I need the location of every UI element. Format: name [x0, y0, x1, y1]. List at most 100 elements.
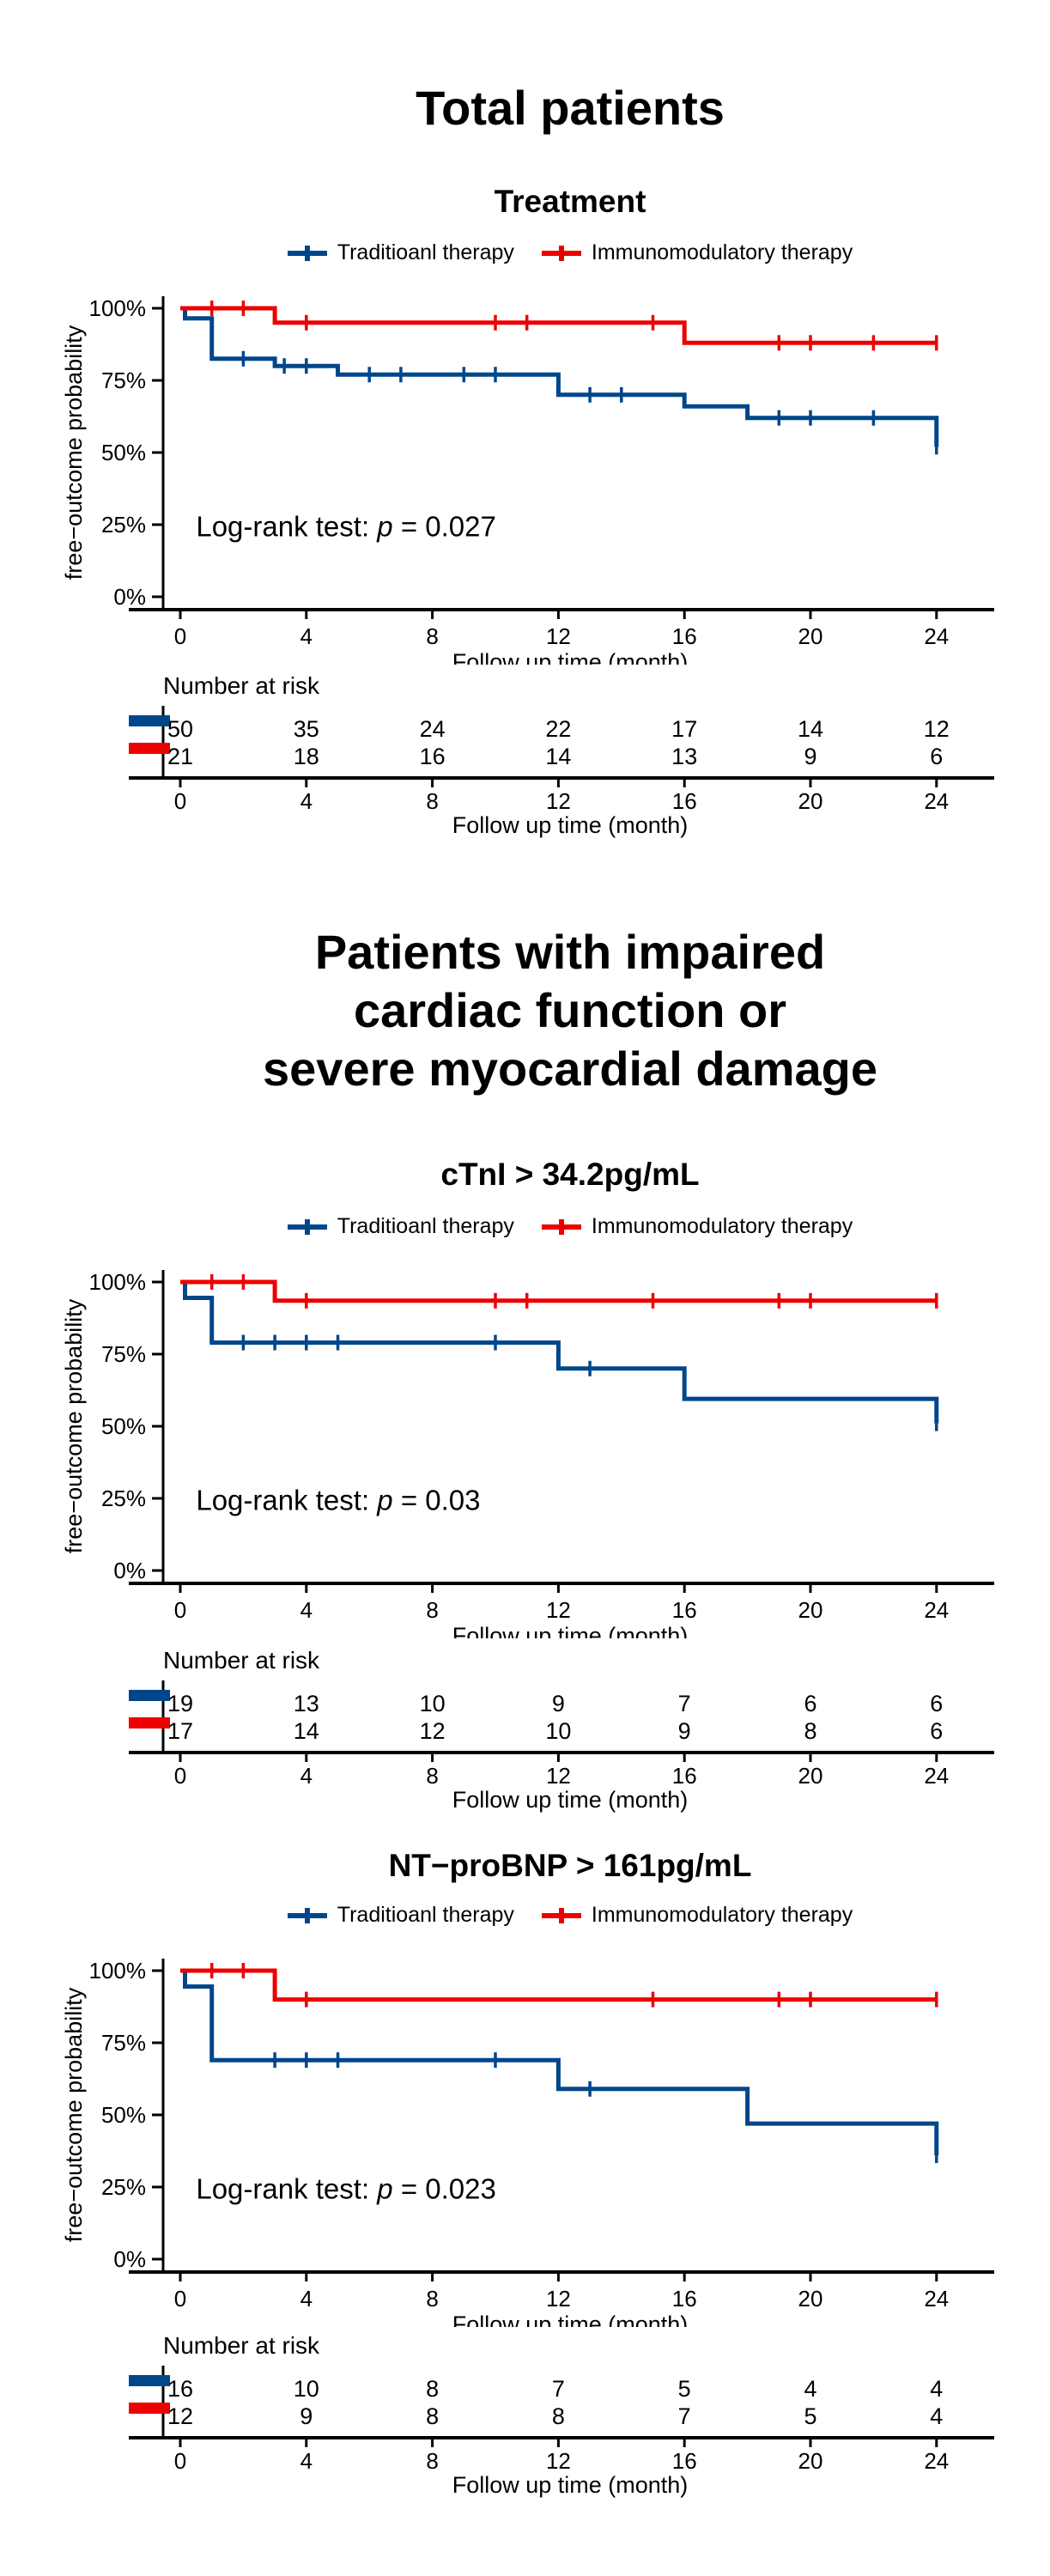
- x-tick-label: 8: [426, 1597, 438, 1623]
- risk-row-key-icon: [129, 743, 170, 754]
- section-title-impaired-cardiac: Patients with impaired cardiac function …: [90, 923, 1050, 1098]
- risk-x-tick-label: 8: [426, 788, 438, 814]
- risk-count: 17: [671, 716, 697, 742]
- risk-count: 9: [552, 1691, 565, 1716]
- risk-count: 9: [300, 2403, 313, 2429]
- x-tick-label: 0: [174, 1597, 186, 1623]
- x-tick-label: 8: [426, 2286, 438, 2312]
- risk-count: 10: [294, 2376, 319, 2402]
- section-title-line: cardiac function or: [353, 983, 787, 1037]
- risk-x-axis-title: Follow up time (month): [452, 812, 689, 838]
- x-tick-label: 24: [924, 623, 949, 649]
- logrank-annotation: Log-rank test: p = 0.027: [196, 510, 496, 542]
- risk-x-tick-label: 20: [798, 788, 823, 814]
- risk-count: 12: [420, 1718, 446, 1744]
- x-tick-label: 12: [546, 2286, 571, 2312]
- x-tick-label: 16: [672, 623, 697, 649]
- legend-item-traditional: Traditioanl therapy: [287, 240, 514, 265]
- risk-count: 6: [930, 744, 943, 769]
- y-tick-label: 25%: [101, 1485, 146, 1511]
- y-tick-label: 0%: [113, 1558, 146, 1583]
- risk-row-key-icon: [129, 715, 170, 726]
- risk-count: 14: [798, 716, 823, 742]
- risk-count: 5: [678, 2376, 691, 2402]
- legend-label-traditional: Traditioanl therapy: [337, 1214, 514, 1238]
- km-curve-immunomodulatory: [180, 1968, 937, 2002]
- risk-x-tick-label: 0: [174, 1763, 186, 1789]
- x-tick-label: 0: [174, 623, 186, 649]
- immunomodulatory-line-key-icon: [541, 245, 581, 262]
- risk-header: Number at risk: [163, 672, 320, 699]
- km-plot-ntprobnp: 0% 25% 50% 75% 100% 0 4 8 12 16 20 24 Follow up time…: [61, 1958, 994, 2327]
- risk-count: 10: [545, 1718, 571, 1744]
- risk-x-tick-label: 4: [300, 788, 313, 814]
- risk-count: 8: [804, 1718, 816, 1744]
- risk-header: Number at risk: [163, 2332, 320, 2359]
- risk-count: 17: [167, 1718, 193, 1744]
- traditional-line-key-icon: [287, 1218, 327, 1236]
- y-axis-title: free−outcome probability: [61, 325, 87, 580]
- legend-item-immunomodulatory: Immunomodulatory therapy: [541, 1903, 853, 1928]
- risk-count: 6: [804, 1691, 816, 1716]
- risk-row-key-icon: [129, 1690, 170, 1701]
- x-tick-label: 12: [546, 1597, 571, 1623]
- legend-item-immunomodulatory: Immunomodulatory therapy: [541, 240, 853, 265]
- y-tick-label: 50%: [101, 440, 146, 465]
- x-tick-label: 0: [174, 2286, 186, 2312]
- legend-label-immunomodulatory: Immunomodulatory therapy: [591, 1214, 853, 1238]
- risk-row-key-icon: [129, 1717, 170, 1728]
- risk-count: 19: [167, 1691, 193, 1716]
- km-plot-total-patients: 0% 25% 50% 75% 100% 0 4 8 12 16 20 24 Follow up time…: [61, 295, 994, 665]
- section-title-line: Patients with impaired: [314, 925, 826, 979]
- legend-label-immunomodulatory: Immunomodulatory therapy: [591, 240, 853, 264]
- risk-x-tick-label: 24: [924, 1763, 949, 1789]
- logrank-annotation: Log-rank test: p = 0.023: [196, 2172, 496, 2204]
- y-tick-label: 75%: [101, 368, 146, 393]
- x-axis-title: Follow up time (month): [452, 1623, 689, 1638]
- y-axis-title: free−outcome probability: [61, 1987, 87, 2242]
- risk-count: 6: [930, 1718, 943, 1744]
- immunomodulatory-line-key-icon: [541, 1907, 581, 1924]
- risk-x-tick-label: 8: [426, 1763, 438, 1789]
- risk-row-key-icon: [129, 2403, 170, 2414]
- risk-count: 4: [804, 2376, 816, 2402]
- risk-x-tick-label: 16: [672, 1763, 697, 1789]
- legend-treatment: Traditioanl therapy Immunomodulatory the…: [90, 240, 1050, 265]
- section-title-line: Total patients: [416, 81, 725, 135]
- legend-ctni: Traditioanl therapy Immunomodulatory the…: [90, 1214, 1050, 1239]
- immunomodulatory-line-key-icon: [541, 1218, 581, 1236]
- risk-count: 12: [924, 716, 950, 742]
- risk-count: 7: [678, 2403, 691, 2429]
- km-curve-traditional: [180, 306, 939, 447]
- risk-row-key-icon: [129, 2375, 170, 2386]
- risk-header: Number at risk: [163, 1647, 320, 1674]
- risk-count: 8: [426, 2376, 439, 2402]
- legend-item-immunomodulatory: Immunomodulatory therapy: [541, 1214, 853, 1239]
- plot-subtitle-ctni: cTnI > 34.2pg/mL: [440, 1157, 700, 1192]
- y-tick-label: 50%: [101, 2102, 146, 2128]
- km-curve-traditional: [180, 1968, 939, 2155]
- risk-count: 50: [167, 716, 193, 742]
- risk-count: 16: [167, 2376, 193, 2402]
- y-tick-label: 100%: [89, 295, 147, 321]
- risk-count: 21: [167, 744, 193, 769]
- y-tick-label: 0%: [113, 2246, 146, 2272]
- y-tick-label: 0%: [113, 584, 146, 610]
- x-tick-label: 20: [798, 1597, 823, 1623]
- x-tick-label: 24: [924, 2286, 949, 2312]
- risk-x-tick-label: 4: [300, 2448, 313, 2474]
- x-axis-title: Follow up time (month): [452, 2312, 689, 2327]
- y-tick-label: 100%: [89, 1958, 147, 1984]
- risk-count: 7: [552, 2376, 565, 2402]
- x-tick-label: 24: [924, 1597, 949, 1623]
- risk-x-tick-label: 4: [300, 1763, 313, 1789]
- km-curve-immunomodulatory: [180, 1279, 937, 1303]
- risk-count: 8: [552, 2403, 565, 2429]
- traditional-line-key-icon: [287, 1907, 327, 1924]
- legend-label-immunomodulatory: Immunomodulatory therapy: [591, 1903, 853, 1927]
- risk-x-axis-title: Follow up time (month): [452, 2472, 689, 2498]
- x-tick-label: 16: [672, 1597, 697, 1623]
- legend-item-traditional: Traditioanl therapy: [287, 1903, 514, 1928]
- x-tick-label: 4: [300, 1597, 313, 1623]
